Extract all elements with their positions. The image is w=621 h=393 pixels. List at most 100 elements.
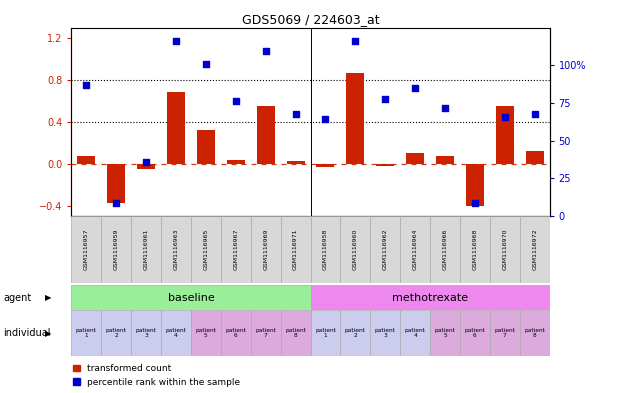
Text: patient
8: patient 8 [524, 328, 545, 338]
Point [81, 82, 91, 88]
Bar [221, 216, 251, 283]
Bar [227, 160, 245, 164]
Bar [101, 216, 131, 283]
Bar [131, 310, 161, 356]
Bar [376, 164, 394, 166]
Text: GSM1116957: GSM1116957 [84, 229, 89, 270]
Point [320, 116, 330, 122]
Bar [310, 310, 340, 356]
Bar [78, 156, 96, 164]
Point [261, 48, 271, 54]
Text: patient
3: patient 3 [375, 328, 396, 338]
Text: GSM1116964: GSM1116964 [412, 229, 417, 270]
Point [350, 38, 360, 44]
Bar [406, 153, 424, 164]
Text: patient
5: patient 5 [435, 328, 455, 338]
Bar [340, 310, 370, 356]
Text: patient
7: patient 7 [494, 328, 515, 338]
Bar [490, 216, 520, 283]
Bar [520, 216, 550, 283]
Bar [490, 310, 520, 356]
Bar [496, 106, 514, 164]
Bar [400, 216, 430, 283]
Point [380, 95, 390, 102]
Text: GSM1116966: GSM1116966 [443, 229, 448, 270]
Bar [310, 216, 340, 283]
Point [410, 85, 420, 92]
Point [141, 158, 151, 165]
Bar [460, 310, 490, 356]
Text: patient
1: patient 1 [315, 328, 336, 338]
Text: baseline: baseline [168, 293, 214, 303]
Point [291, 111, 301, 118]
Text: GSM1116961: GSM1116961 [143, 229, 148, 270]
Bar [197, 130, 215, 164]
Bar [525, 151, 543, 164]
Text: ▶: ▶ [45, 329, 51, 338]
Text: GSM1116972: GSM1116972 [532, 229, 537, 270]
Text: patient
8: patient 8 [285, 328, 306, 338]
Bar [370, 216, 400, 283]
Bar [161, 310, 191, 356]
Bar [101, 310, 131, 356]
Text: GSM1116960: GSM1116960 [353, 229, 358, 270]
Bar [460, 216, 490, 283]
Bar [191, 310, 221, 356]
Bar [281, 216, 310, 283]
Point [440, 105, 450, 111]
Bar [251, 310, 281, 356]
Point [171, 38, 181, 44]
Bar [71, 310, 101, 356]
Text: patient
4: patient 4 [405, 328, 425, 338]
Bar [400, 310, 430, 356]
Bar [191, 216, 221, 283]
Bar [71, 285, 310, 310]
Text: patient
2: patient 2 [345, 328, 366, 338]
Point [231, 98, 241, 104]
Text: patient
6: patient 6 [225, 328, 246, 338]
Bar [281, 310, 310, 356]
Bar [347, 73, 365, 164]
Text: GSM1116970: GSM1116970 [502, 229, 507, 270]
Bar [256, 106, 274, 164]
Text: GSM1116963: GSM1116963 [173, 229, 178, 270]
Point [500, 114, 510, 120]
Text: methotrexate: methotrexate [392, 293, 468, 303]
Text: GSM1116971: GSM1116971 [293, 229, 298, 270]
Text: GSM1116959: GSM1116959 [114, 229, 119, 270]
Legend: transformed count, percentile rank within the sample: transformed count, percentile rank withi… [73, 364, 240, 387]
Text: patient
1: patient 1 [76, 328, 97, 338]
Bar [340, 216, 370, 283]
Bar [71, 216, 101, 283]
Bar [466, 164, 484, 206]
Bar [167, 92, 185, 164]
Text: GSM1116969: GSM1116969 [263, 229, 268, 270]
Text: patient
6: patient 6 [465, 328, 485, 338]
Point [201, 61, 211, 67]
Bar [161, 216, 191, 283]
Text: ▶: ▶ [45, 293, 51, 302]
Text: patient
4: patient 4 [166, 328, 186, 338]
Bar [370, 310, 400, 356]
Bar [251, 216, 281, 283]
Text: patient
2: patient 2 [106, 328, 127, 338]
Text: patient
5: patient 5 [196, 328, 216, 338]
Text: patient
3: patient 3 [136, 328, 156, 338]
Bar [286, 161, 304, 164]
Text: GSM1116962: GSM1116962 [383, 229, 388, 270]
Bar [221, 310, 251, 356]
Point [111, 199, 121, 206]
Point [470, 199, 480, 206]
Text: GSM1116965: GSM1116965 [204, 229, 209, 270]
Bar [131, 216, 161, 283]
Bar [430, 216, 460, 283]
Bar [107, 164, 125, 202]
Point [530, 111, 540, 118]
Text: GSM1116958: GSM1116958 [323, 229, 328, 270]
Bar [430, 310, 460, 356]
Bar [436, 156, 454, 164]
Bar [317, 164, 334, 167]
Text: agent: agent [3, 292, 31, 303]
Text: GSM1116967: GSM1116967 [233, 229, 238, 270]
Text: patient
7: patient 7 [255, 328, 276, 338]
